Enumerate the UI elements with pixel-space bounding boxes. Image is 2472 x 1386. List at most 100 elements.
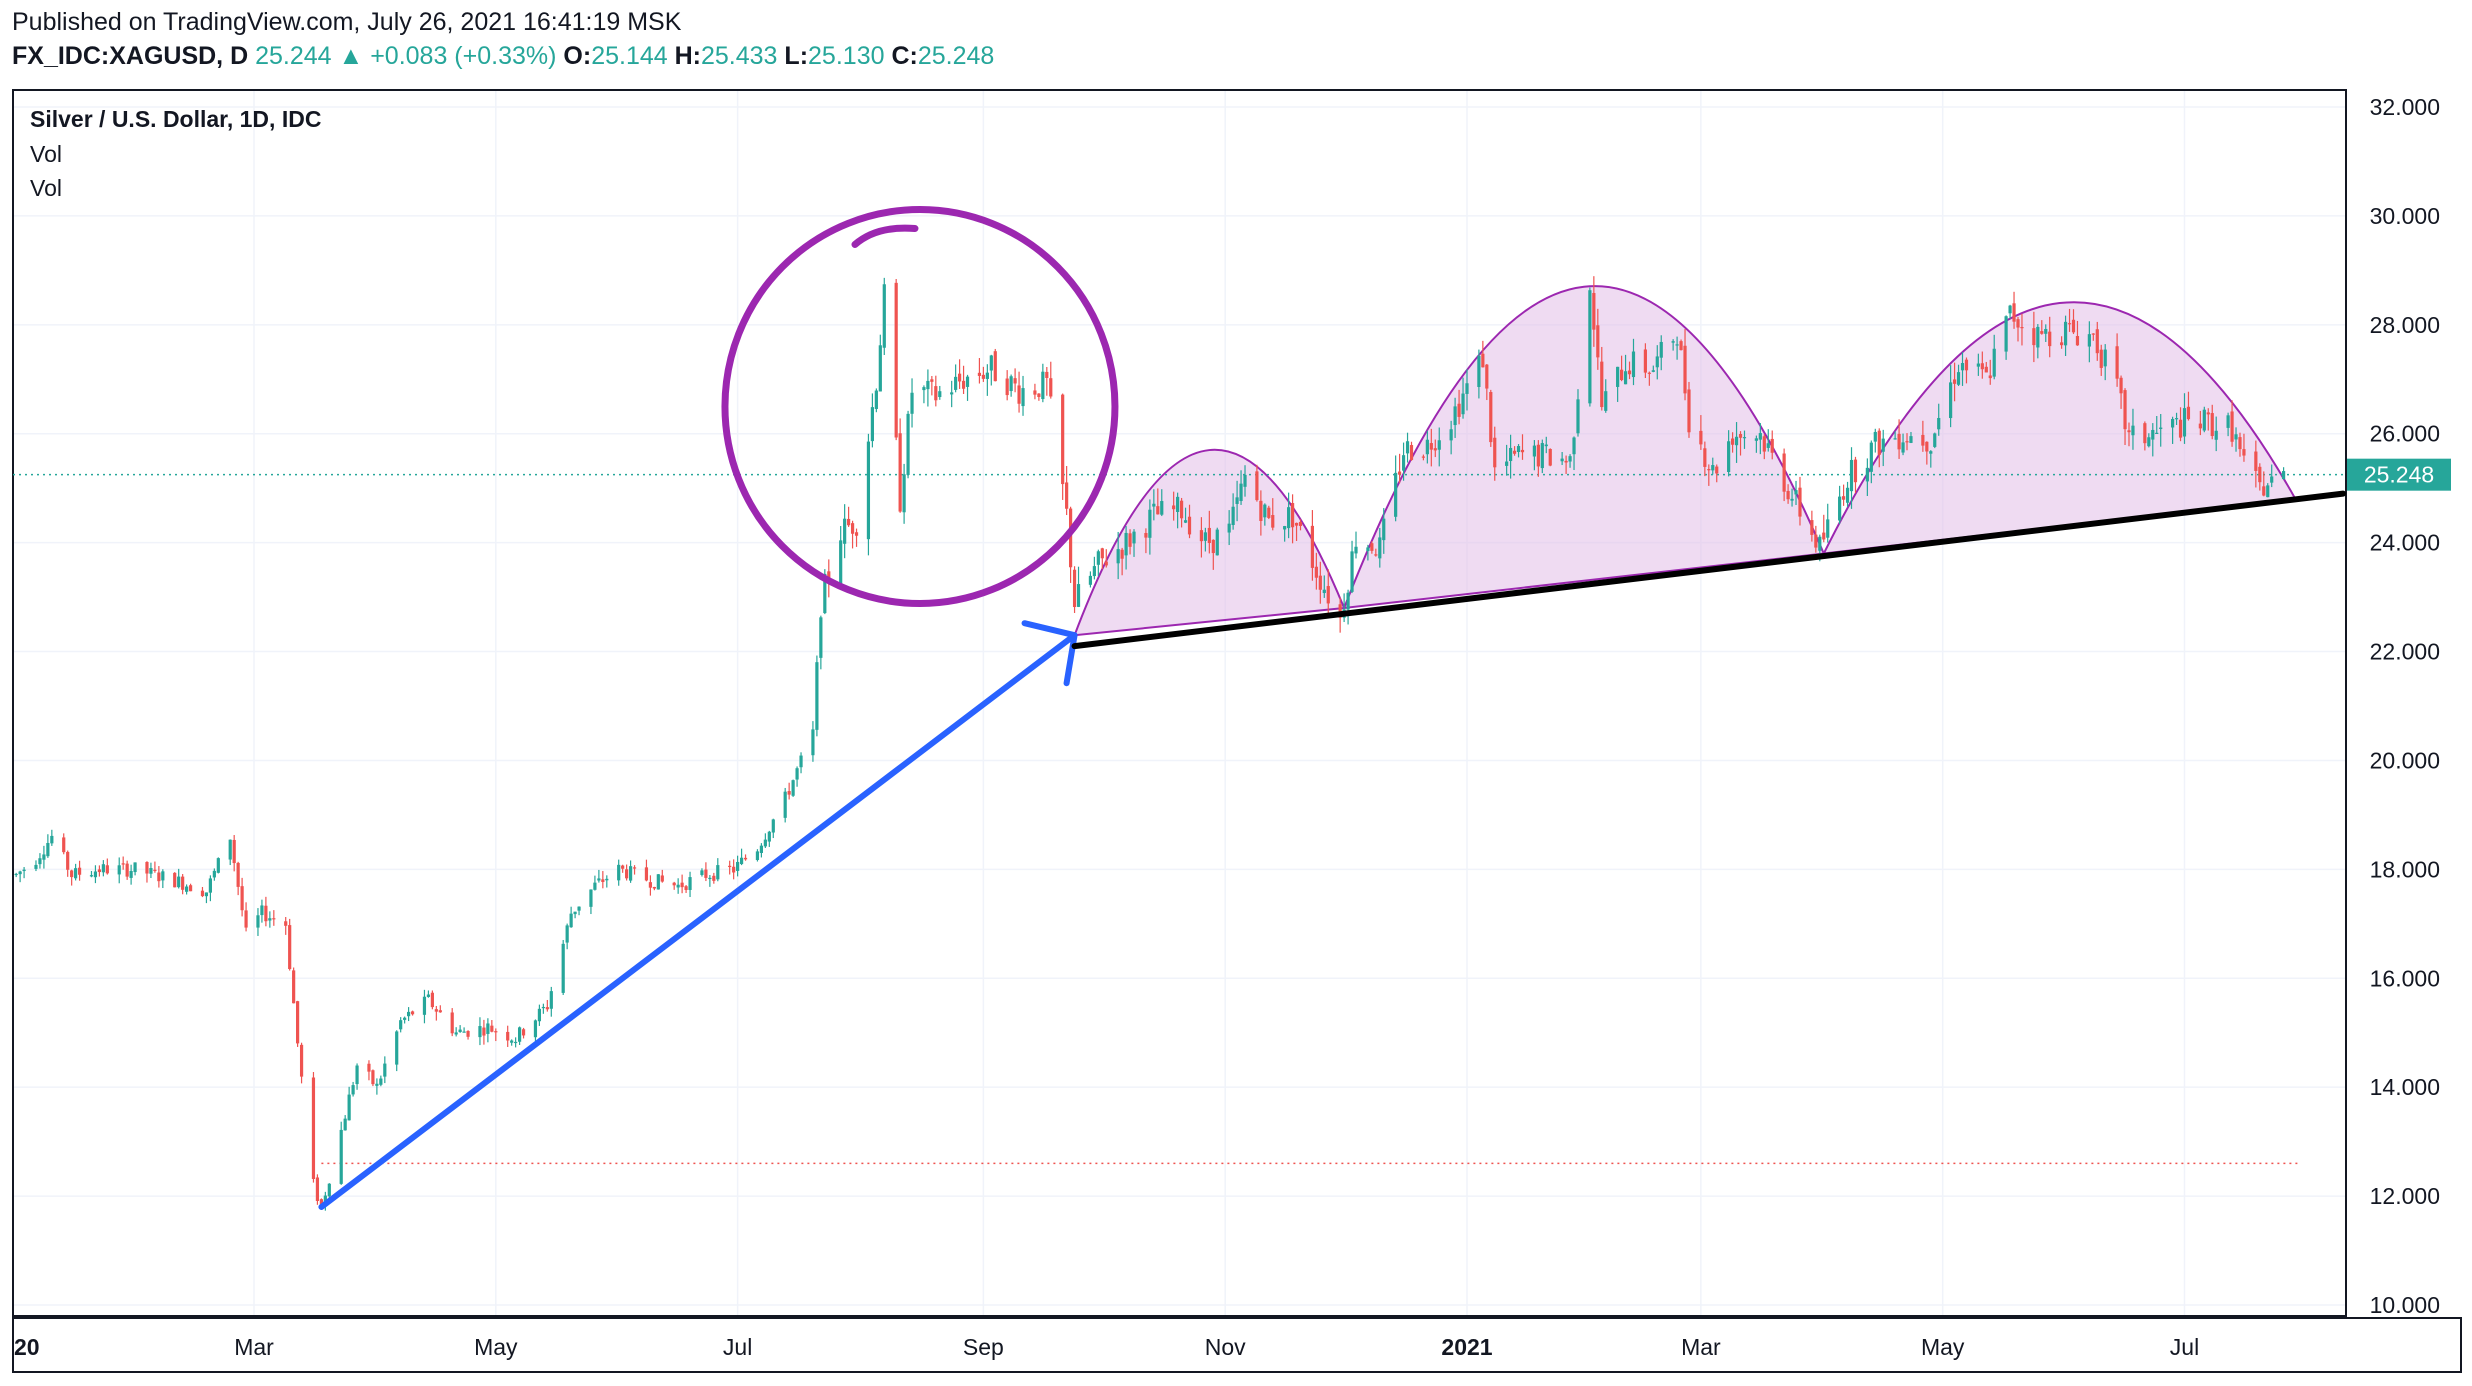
candle-body [1457, 403, 1461, 417]
candle-body [50, 835, 54, 844]
candle-body [1072, 569, 1077, 608]
candle-body [2119, 377, 2123, 394]
candle-body [1009, 376, 1013, 392]
candle-body [1865, 467, 1869, 482]
candle-body [961, 380, 966, 389]
candle-body [1314, 566, 1318, 578]
candle-body [1687, 389, 1691, 433]
candle-body [244, 910, 248, 928]
candle-body [2032, 328, 2036, 346]
symbol-name: FX_IDC:XAGUSD, D [12, 42, 249, 70]
candle-body [256, 915, 260, 928]
candle-body [1183, 520, 1188, 523]
candle-body [1683, 345, 1687, 394]
candle-body [1267, 507, 1271, 518]
candle-body [1905, 441, 1909, 443]
candle-body [371, 1070, 375, 1085]
plot-frame [12, 89, 2347, 1317]
candle-body [1489, 392, 1493, 443]
candle-body [296, 1001, 300, 1044]
high-value: 25.433 [701, 42, 778, 70]
candle-body [1929, 451, 1933, 454]
candle-body [1211, 539, 1215, 554]
candle-body [1033, 390, 1037, 395]
candle-body [1921, 434, 1925, 446]
candle-body [2238, 437, 2242, 450]
candle-body [625, 869, 629, 879]
candle-body [1199, 530, 1204, 542]
candle-body [1980, 363, 1984, 370]
time-tick-label: 2021 [1441, 1334, 1492, 1360]
candle-body [2131, 425, 2135, 436]
candle-body [799, 755, 803, 768]
price-tick-label: 26.000 [2370, 421, 2440, 447]
candle-body [379, 1078, 383, 1085]
candle-body [728, 865, 732, 868]
candle-body [688, 877, 692, 890]
candle-body [1853, 459, 1858, 483]
candle-body [1096, 551, 1100, 565]
candle-body [430, 992, 434, 1008]
candle-body [93, 871, 98, 878]
candle-body [866, 441, 871, 540]
candle-body [450, 1012, 454, 1034]
candle-body [2214, 430, 2218, 440]
candle-body [1505, 461, 1509, 466]
candle-body [2174, 418, 2179, 420]
candle-body [1715, 466, 1719, 474]
candle-body [2115, 346, 2119, 379]
candle-body [1065, 482, 1069, 509]
candle-body [1873, 431, 1877, 442]
candle-body [97, 869, 102, 873]
time-tick-label: May [474, 1334, 518, 1360]
candle-body [672, 882, 676, 886]
candle-body [767, 831, 771, 842]
candle-body [1838, 496, 1842, 521]
candle-body [343, 1118, 347, 1131]
candle-body [1370, 543, 1374, 551]
candle-body [2091, 333, 2095, 335]
candle-body [593, 882, 597, 890]
candle-body [1088, 575, 1093, 585]
candle-body [410, 1011, 415, 1015]
candle-body [597, 878, 601, 881]
candle-body [1596, 325, 1600, 358]
candle-body [1937, 417, 1941, 430]
candle-body [1548, 448, 1552, 466]
candle-body [2230, 411, 2234, 442]
candle-body [958, 373, 962, 382]
candle-body [438, 1010, 442, 1013]
candle-body [783, 791, 787, 818]
candle-body [490, 1025, 494, 1032]
candle-body [1290, 503, 1295, 528]
candle-body [2143, 423, 2147, 444]
price-tick-label: 20.000 [2370, 747, 2440, 773]
candle-body [1259, 500, 1263, 521]
close-value: 25.248 [917, 42, 995, 70]
candle-body [204, 892, 209, 897]
candle-body [2281, 471, 2286, 480]
candle-body [2008, 305, 2012, 314]
candle-body [1766, 443, 1770, 448]
candle-body [2186, 406, 2191, 420]
candle-body [367, 1063, 371, 1072]
last-price-badge-text: 25.248 [2364, 462, 2434, 488]
spike-circle-tail [851, 224, 919, 248]
candle-body [77, 867, 82, 875]
candle-body [617, 864, 621, 881]
candle-body [1310, 525, 1315, 568]
candle-body [1437, 440, 1441, 450]
candle-body [1679, 341, 1683, 351]
price-change: ▲ +0.083 (+0.33%) [338, 42, 557, 70]
candle-body [395, 1031, 399, 1065]
candle-body [930, 379, 934, 382]
candle-body [149, 868, 153, 874]
candle-body [1104, 561, 1108, 566]
candle-body [228, 839, 232, 860]
candle-body [272, 918, 276, 920]
candle-body [232, 839, 236, 864]
candle-body [1068, 508, 1073, 568]
candle-body [1564, 460, 1568, 463]
candle-body [1964, 359, 1969, 371]
